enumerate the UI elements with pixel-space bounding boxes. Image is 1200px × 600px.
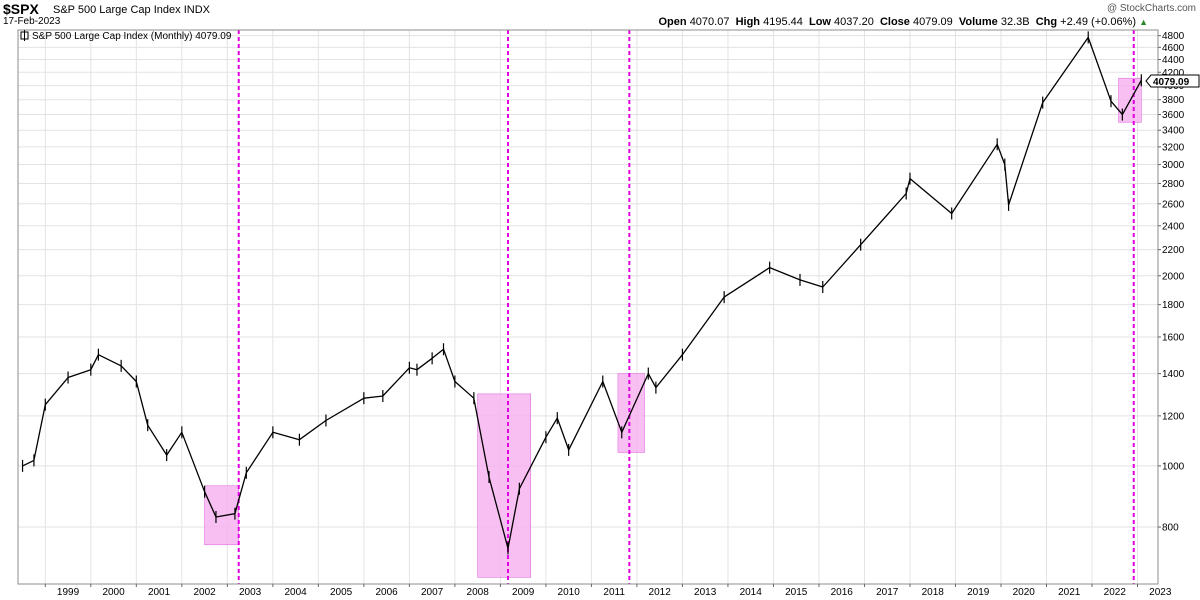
x-tick-label: 2023	[1149, 587, 1172, 598]
x-tick-label: 2009	[512, 587, 535, 598]
highlight-box	[617, 373, 645, 453]
ticker-symbol: $SPX	[3, 1, 39, 17]
plot-frame	[17, 29, 1159, 585]
y-tick-label: 1000	[1162, 461, 1185, 472]
high-label: High	[735, 16, 761, 28]
x-tick-label: 2000	[102, 587, 125, 598]
last-value-tag-icon	[1145, 74, 1200, 88]
x-tick-label: 2005	[330, 587, 353, 598]
x-tick-label: 2010	[558, 587, 581, 598]
x-tick-label: 2012	[649, 587, 672, 598]
y-tick-label: 2600	[1162, 199, 1185, 210]
y-tick-label: 3600	[1162, 110, 1185, 121]
y-tick-label: 2200	[1162, 245, 1185, 256]
x-tick-label: 2007	[421, 587, 444, 598]
index-name: S&P 500 Large Cap Index INDX	[53, 4, 210, 16]
y-tick-label: 4400	[1162, 55, 1185, 66]
y-tick-label: 3200	[1162, 142, 1185, 153]
chg-value: +2.49 (+0.06%)	[1060, 16, 1137, 28]
x-tick-label: 2008	[467, 587, 490, 598]
x-tick-label: 2022	[1104, 587, 1127, 598]
exchange-label: INDX	[183, 4, 210, 16]
x-tick-label: 2002	[193, 587, 216, 598]
x-tick-label: 2017	[876, 587, 899, 598]
y-tick-label: 3400	[1162, 126, 1185, 137]
price-series	[21, 31, 1142, 555]
close-value: 4079.09	[912, 16, 953, 28]
x-tick-label: 2016	[831, 587, 854, 598]
open-value: 4070.07	[689, 16, 730, 28]
x-tick-label: 2013	[694, 587, 717, 598]
x-axis: 1999 2000 2001 2002 2003 2004 2005 2006 2007 2008…	[44, 584, 1172, 598]
x-tick-label: 2015	[785, 587, 808, 598]
y-tick-label: 2400	[1162, 221, 1185, 232]
y-tick-label: 4600	[1162, 43, 1185, 54]
highlight-boxes	[204, 77, 1142, 578]
x-tick-label: 2003	[239, 587, 262, 598]
volume-label: Volume	[958, 16, 998, 28]
legend-label: S&P 500 Large Cap Index (Monthly) 4079.0…	[32, 31, 232, 42]
x-tick-label: 2019	[967, 587, 990, 598]
stockcharts-credit: @ StockCharts.com	[1106, 3, 1196, 14]
event-lines	[237, 30, 1135, 584]
high-value: 4195.44	[763, 16, 803, 28]
y-tick-label: 2800	[1162, 179, 1185, 190]
low-label: Low	[808, 16, 831, 28]
y-tick-label: 3800	[1162, 95, 1185, 106]
y-tick-label: 3000	[1162, 160, 1185, 171]
chart-grid	[18, 30, 1158, 584]
y-axis: 800 1000 1200 1400 1600 1800 2000 2200 2400 2600 2…	[1158, 31, 1185, 534]
price-line	[22, 36, 1142, 550]
last-value-label: 4079.09	[1153, 77, 1190, 88]
highlight-box	[477, 393, 532, 578]
chart-header: $SPX S&P 500 Large Cap Index INDX 17-Feb…	[0, 0, 1200, 30]
y-tick-label: 1400	[1162, 369, 1185, 380]
y-tick-label: 4800	[1162, 31, 1185, 42]
y-tick-label: 1800	[1162, 300, 1185, 311]
x-tick-label: 2006	[375, 587, 398, 598]
index-name-text: S&P 500 Large Cap Index	[53, 4, 181, 16]
chg-up-arrow-icon: ▲	[1139, 17, 1148, 27]
y-tick-label: 2000	[1162, 271, 1185, 282]
x-tick-label: 2018	[922, 587, 945, 598]
y-tick-label: 1200	[1162, 411, 1185, 422]
volume-value: 32.3B	[1000, 16, 1030, 28]
chg-label: Chg	[1035, 16, 1058, 28]
y-tick-label: 1600	[1162, 332, 1185, 343]
x-tick-label: 1999	[57, 587, 80, 598]
open-label: Open	[658, 16, 687, 28]
x-tick-label: 2011	[603, 587, 625, 598]
x-tick-label: 2004	[284, 587, 307, 598]
quote-date: 17-Feb-2023	[3, 16, 61, 27]
y-tick-label: 4200	[1162, 68, 1185, 79]
x-tick-label: 2001	[148, 587, 171, 598]
last-value-marker: 4079.09	[1145, 74, 1200, 88]
x-tick-label: 2020	[1013, 587, 1036, 598]
x-tick-label: 2014	[740, 587, 763, 598]
highlight-box	[204, 485, 240, 546]
chart-legend: S&P 500 Large Cap Index (Monthly) 4079.0…	[20, 30, 232, 42]
x-tick-label: 2021	[1058, 587, 1081, 598]
ohlc-readout: Open 4070.07 High 4195.44 Low 4037.20 Cl…	[659, 16, 1149, 28]
close-label: Close	[879, 16, 910, 28]
low-value: 4037.20	[834, 16, 874, 28]
y-tick-label: 800	[1162, 523, 1179, 534]
